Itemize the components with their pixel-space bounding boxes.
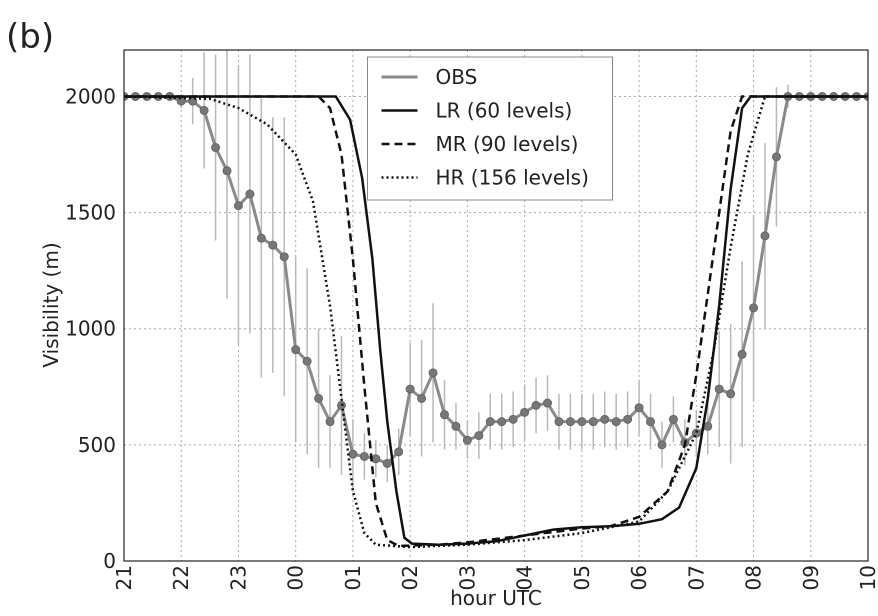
data-point [474,431,484,441]
data-point [348,449,358,459]
data-point [749,303,759,313]
data-point [451,421,461,431]
data-point [439,410,449,420]
x-tick-label: 10 [856,565,878,590]
data-point [497,417,507,427]
data-point [565,417,575,427]
y-axis-label: Visibility (m) [39,242,63,367]
legend-label: HR (156 levels) [436,166,589,190]
data-point [394,447,404,457]
y-tick-label: 2000 [65,84,116,108]
data-point [554,417,564,427]
legend-label: OBS [436,65,478,89]
data-point [233,201,243,211]
data-point [462,435,472,445]
data-point [279,252,289,262]
data-point [760,231,770,241]
legend-label: MR (90 levels) [436,132,579,156]
data-point [657,440,667,450]
data-point [737,349,747,359]
x-tick-label: 09 [799,565,823,590]
x-tick-label: 22 [169,565,193,590]
data-point [485,417,495,427]
data-point [325,417,335,427]
data-point [199,105,209,115]
legend-label: LR (60 levels) [436,99,573,123]
data-point [382,458,392,468]
series-line [124,95,868,548]
data-point [577,417,587,427]
data-point [623,414,633,424]
x-tick-label: 00 [284,565,308,590]
data-point [245,189,255,199]
data-point [417,393,427,403]
data-point [520,407,530,417]
data-point [611,417,621,427]
x-tick-label: 08 [742,565,766,590]
data-point [714,384,724,394]
data-point [359,451,369,461]
data-point [600,414,610,424]
data-point [256,233,266,243]
x-tick-label: 21 [112,565,136,590]
y-tick-label: 1500 [65,201,116,225]
data-point [211,143,221,153]
x-tick-label: 07 [684,565,708,590]
data-point [646,417,656,427]
x-tick-label: 04 [513,565,537,590]
y-tick-label: 1000 [65,317,116,341]
data-point [222,166,232,176]
data-point [428,368,438,378]
x-tick-label: 23 [226,565,250,590]
data-point [268,240,278,250]
y-tick-label: 0 [103,549,116,573]
x-tick-label: 06 [627,565,651,590]
data-point [291,345,301,355]
legend: OBS LR (60 levels) MR (90 levels) HR (156 l… [367,56,613,201]
x-tick-label: 02 [398,565,422,590]
legend-box [367,56,613,201]
data-point [302,356,312,366]
data-point [405,384,415,394]
data-point [668,414,678,424]
data-point [543,398,553,408]
x-axis-label: hour UTC [450,586,542,610]
data-point [531,400,541,410]
x-tick-label: 01 [341,565,365,590]
plot-frame [123,49,869,562]
plot-area [124,50,868,549]
data-point [634,403,644,413]
data-point [588,417,598,427]
data-point [726,389,736,399]
data-point [314,393,324,403]
data-point [371,454,381,464]
x-tick-label: 03 [455,565,479,590]
x-tick-label: 05 [570,565,594,590]
panel-label: (b) [6,17,54,57]
data-point [771,152,781,162]
y-tick-label: 500 [78,433,116,457]
series-line [124,95,868,549]
data-point [508,414,518,424]
data-point [703,421,713,431]
